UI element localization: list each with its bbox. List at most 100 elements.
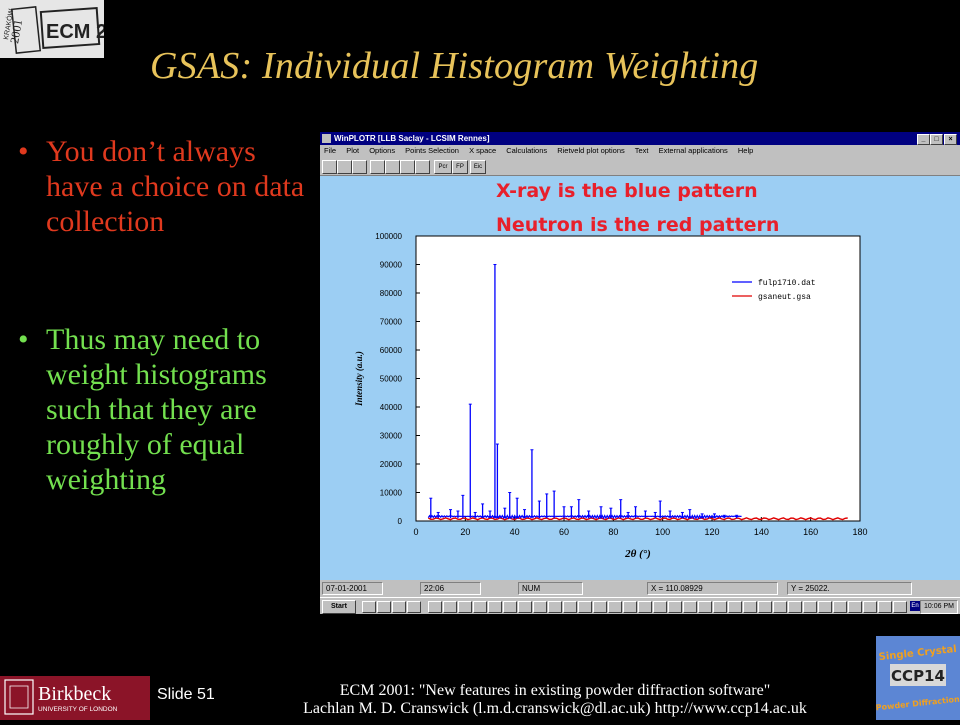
y-tick-label: 0	[398, 517, 403, 526]
bullet-dot: •	[18, 135, 29, 168]
taskbar-app-icon[interactable]	[713, 601, 727, 613]
taskbar-app-icon[interactable]	[458, 601, 472, 613]
x-tick-label: 180	[852, 527, 867, 537]
taskbar-app-icon[interactable]	[473, 601, 487, 613]
svg-text:ECM 20: ECM 20	[46, 21, 104, 43]
zoom-out-icon[interactable]	[385, 160, 400, 174]
x-tick-label: 20	[460, 527, 470, 537]
taskbar-app-icon[interactable]	[653, 601, 667, 613]
y-tick-label: 40000	[380, 403, 403, 412]
pan-icon[interactable]	[400, 160, 415, 174]
menu-plot[interactable]: Plot	[346, 146, 360, 155]
x-tick-label: 60	[559, 527, 569, 537]
maximize-button[interactable]: □	[930, 134, 943, 145]
taskbar-app-icon[interactable]	[392, 601, 406, 613]
menu-points-selection[interactable]: Points Selection	[405, 146, 459, 155]
menu-file[interactable]: File	[324, 146, 337, 155]
y-tick-label: 10000	[380, 489, 403, 498]
menu-text[interactable]: Text	[634, 146, 649, 155]
x-tick-label: 80	[608, 527, 618, 537]
taskbar-app-icon[interactable]	[407, 601, 421, 613]
y-tick-label: 50000	[380, 375, 403, 384]
menu-help[interactable]: Help	[737, 146, 754, 155]
svg-text:UNIVERSITY OF LONDON: UNIVERSITY OF LONDON	[38, 706, 118, 713]
x-tick-label: 160	[803, 527, 818, 537]
taskbar-app-icon[interactable]	[428, 601, 442, 613]
taskbar-app-icon[interactable]	[728, 601, 742, 613]
ccp14-logo: Single Crystal CCP14 Powder Diffraction	[875, 636, 960, 720]
save-icon[interactable]	[337, 160, 352, 174]
taskbar-app-icon[interactable]	[863, 601, 877, 613]
annotation-neutron: Neutron is the red pattern	[496, 214, 780, 236]
taskbar-app-icon[interactable]	[683, 601, 697, 613]
y-axis-label: Intensity (a.u.)	[354, 351, 364, 407]
taskbar-app-icon[interactable]	[533, 601, 547, 613]
taskbar-app-icon[interactable]	[593, 601, 607, 613]
taskbar-app-icon[interactable]	[623, 601, 637, 613]
eic-button[interactable]: Eic	[470, 160, 486, 174]
app-icon	[322, 134, 331, 143]
taskbar-app-icon[interactable]	[548, 601, 562, 613]
x-tick-label: 40	[510, 527, 520, 537]
taskbar-app-icon[interactable]	[878, 601, 892, 613]
taskbar-app-icon[interactable]	[578, 601, 592, 613]
fp-button[interactable]: FP	[452, 160, 468, 174]
slide-title: GSAS: Individual Histogram Weighting	[150, 45, 759, 87]
menu-options[interactable]: Options	[369, 146, 396, 155]
taskbar-app-icon[interactable]	[608, 601, 622, 613]
taskbar-app-icon[interactable]	[488, 601, 502, 613]
taskbar-app-icon[interactable]	[788, 601, 802, 613]
annotation-xray: X-ray is the blue pattern	[496, 180, 758, 202]
taskbar-app-icon[interactable]	[563, 601, 577, 613]
svg-text:CCP14: CCP14	[891, 667, 945, 685]
menu-x-space[interactable]: X space	[469, 146, 497, 155]
bullet-2-text: Thus may need to weight histograms such …	[46, 323, 267, 496]
plot-area[interactable]: X-ray is the blue pattern Neutron is the…	[320, 176, 960, 580]
taskbar-app-icon[interactable]	[362, 601, 376, 613]
taskbar-app-icon[interactable]	[503, 601, 517, 613]
taskbar-app-icon[interactable]	[377, 601, 391, 613]
taskbar-app-icon[interactable]	[893, 601, 907, 613]
x-tick-label: 120	[704, 527, 719, 537]
footer-line-1: ECM 2001: "New features in existing powd…	[339, 682, 771, 699]
pcr-button[interactable]: Pcr	[434, 160, 452, 174]
y-tick-label: 90000	[380, 261, 403, 270]
menu-calculations[interactable]: Calculations	[506, 146, 548, 155]
taskbar-app-icon[interactable]	[833, 601, 847, 613]
taskbar-app-icon[interactable]	[758, 601, 772, 613]
window-titlebar: WinPLOTR [LLB Saclay - LCSIM Rennes] _ □…	[320, 132, 960, 145]
svg-text:2001: 2001	[7, 18, 25, 44]
taskbar-app-icon[interactable]	[818, 601, 832, 613]
taskbar-app-icon[interactable]	[638, 601, 652, 613]
taskbar-app-icon[interactable]	[773, 601, 787, 613]
taskbar-app-icon[interactable]	[803, 601, 817, 613]
minimize-button[interactable]: _	[917, 134, 930, 145]
close-button[interactable]: ×	[944, 134, 957, 145]
status-y-coord: Y = 25022.	[787, 582, 912, 595]
plot-frame	[415, 235, 861, 522]
statusbar: 07-01-2001 22:06 NUM X = 110.08929 Y = 2…	[320, 580, 960, 596]
bullet-1-text: You don’t always have a choice on data c…	[46, 135, 305, 238]
taskbar-app-icon[interactable]	[848, 601, 862, 613]
taskbar-app-icon[interactable]	[443, 601, 457, 613]
legend-label: gsaneut.gsa	[758, 293, 811, 302]
menu-rietveld-plot-options[interactable]: Rietveld plot options	[557, 146, 625, 155]
start-button[interactable]: Start	[322, 600, 356, 614]
print-icon[interactable]	[352, 160, 367, 174]
open-icon[interactable]	[322, 160, 337, 174]
menu-external-applications[interactable]: External applications	[658, 146, 728, 155]
toolbar: Pcr FP Eic	[320, 158, 960, 176]
taskbar-app-icon[interactable]	[743, 601, 757, 613]
series-line-gsaneut	[427, 517, 848, 521]
taskbar: Start En 10:	[320, 597, 960, 615]
taskbar-app-icon[interactable]	[518, 601, 532, 613]
birkbeck-logo: Birkbeck UNIVERSITY OF LONDON	[0, 676, 150, 720]
taskbar-app-icon[interactable]	[668, 601, 682, 613]
taskbar-app-icon[interactable]	[698, 601, 712, 613]
rescale-icon[interactable]	[415, 160, 430, 174]
window-title: WinPLOTR [LLB Saclay - LCSIM Rennes]	[334, 134, 490, 143]
svg-text:Birkbeck: Birkbeck	[38, 683, 111, 705]
language-indicator[interactable]: En	[910, 601, 920, 611]
zoom-icon[interactable]	[370, 160, 385, 174]
menubar: File Plot Options Points Selection X spa…	[320, 145, 960, 157]
